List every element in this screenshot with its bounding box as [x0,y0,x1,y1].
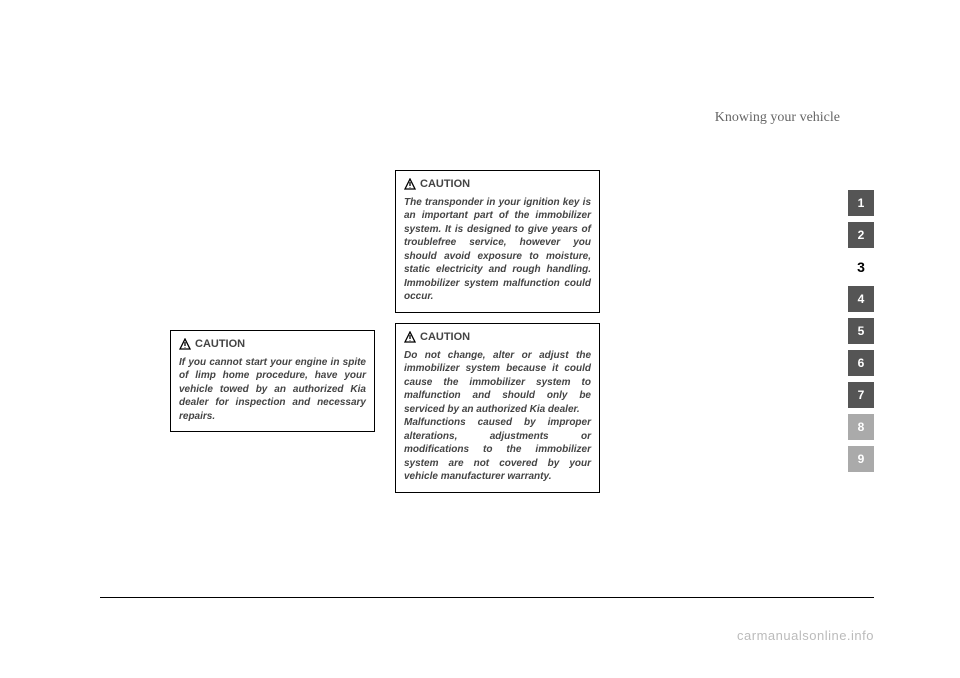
caution-text: Do not change, alter or adjust the immob… [404,349,591,484]
tab-5: 5 [848,318,874,344]
chapter-tabs: 1 2 3 4 5 6 7 8 9 [848,190,874,472]
caution-icon [404,178,416,190]
spacer [170,170,375,320]
triangle-icon-path [405,332,415,342]
caution-heading: CAUTION [404,330,591,345]
watermark: carmanualsonline.info [737,628,874,643]
tab-3-current: 3 [848,254,874,280]
caution-heading: CAUTION [179,337,366,352]
caution-text: If you cannot start your engine in spite… [179,356,366,424]
left-column: CAUTION If you cannot start your engine … [170,170,375,432]
triangle-icon-path [180,339,190,349]
tab-6: 6 [848,350,874,376]
caution-heading: CAUTION [404,177,591,192]
footer-rule [100,597,874,598]
tab-8: 8 [848,414,874,440]
caution-label: CAUTION [420,177,470,192]
middle-column: CAUTION The transponder in your ignition… [395,170,600,493]
triangle-icon-path [405,179,415,189]
tab-4: 4 [848,286,874,312]
tab-1: 1 [848,190,874,216]
caution-icon [404,331,416,343]
section-title: Knowing your vehicle [715,110,840,126]
caution-box-left: CAUTION If you cannot start your engine … [170,330,375,432]
tab-7: 7 [848,382,874,408]
caution-box-mid-top: CAUTION The transponder in your ignition… [395,170,600,313]
caution-icon [179,338,191,350]
tab-9: 9 [848,446,874,472]
caution-label: CAUTION [420,330,470,345]
page: Knowing your vehicle 1 2 3 4 5 6 7 8 9 C… [0,0,960,678]
caution-label: CAUTION [195,337,245,352]
tab-2: 2 [848,222,874,248]
caution-text: The transponder in your ignition key is … [404,196,591,304]
caution-box-mid-bottom: CAUTION Do not change, alter or adjust t… [395,323,600,493]
